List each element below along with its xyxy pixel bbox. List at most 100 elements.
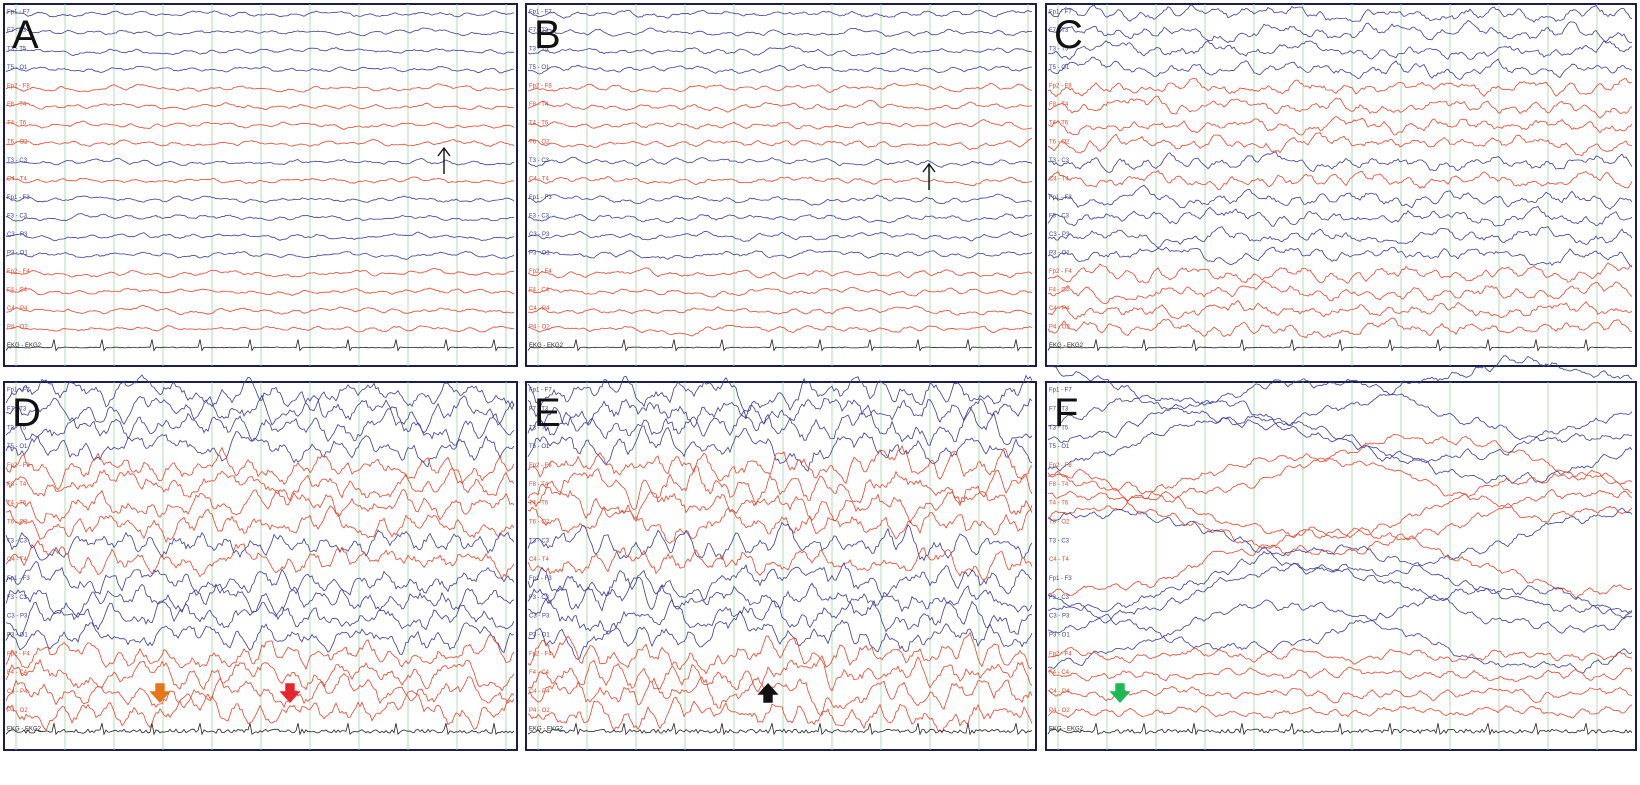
eeg-trace: [1047, 151, 1633, 173]
channel-label: T4 - T6: [7, 121, 27, 127]
eeg-trace: [1047, 246, 1633, 268]
annotation-arrow: [279, 683, 301, 704]
channel-label: Fp2 - F8: [1049, 84, 1072, 90]
eeg-trace: [1047, 169, 1633, 191]
eeg-trace: [5, 505, 515, 544]
channel-label: P4 - O2: [529, 325, 550, 331]
eeg-trace: [5, 47, 515, 56]
eeg-trace: [1047, 562, 1633, 634]
channel-label: P3 - O1: [1049, 250, 1070, 256]
channel-label: F7 - T3: [7, 406, 27, 412]
eeg-trace: [1047, 280, 1633, 305]
channel-label: T5 - O1: [7, 65, 28, 71]
channel-label: C4 - T4: [1049, 176, 1070, 182]
channel-label: P4 - O2: [7, 325, 28, 331]
eeg-trace: [1047, 299, 1633, 320]
eeg-trace: [1047, 685, 1633, 704]
channel-label: C4 - T4: [7, 176, 28, 182]
channel-label: T6 - O2: [7, 139, 28, 145]
panel-frame: [525, 381, 1037, 751]
panel-letter: C: [1054, 13, 1083, 57]
eeg-trace: [527, 504, 1033, 544]
channel-label: F4 - C4: [7, 287, 28, 293]
eeg-trace: [5, 267, 515, 278]
annotation-arrow: [922, 162, 936, 190]
panel-frame: [1045, 3, 1637, 367]
channel-label: C3 - P3: [1049, 232, 1070, 238]
eeg-trace: [527, 696, 1033, 734]
channel-label: Fp2 - F8: [1049, 463, 1072, 469]
eeg-trace: [527, 464, 1033, 511]
ekg-trace: [5, 723, 515, 736]
channel-label: F3 - C3: [529, 213, 550, 219]
channel-label: Fp1 - F3: [7, 576, 30, 582]
channel-label: T4 - T6: [1049, 121, 1069, 127]
ekg-trace: [5, 339, 514, 352]
channel-label: Fp1 - F3: [1049, 576, 1072, 582]
eeg-trace: [527, 546, 1033, 581]
eeg-trace: [527, 444, 1033, 485]
eeg-trace: [5, 539, 515, 580]
channel-label: Fp2 - F4: [529, 651, 552, 657]
eeg-trace: [1047, 415, 1633, 484]
channel-label: P3 - O1: [529, 250, 550, 256]
channel-label: T3 - T5: [1049, 47, 1069, 53]
eeg-trace: [5, 176, 515, 185]
eeg-trace: [1047, 4, 1633, 23]
eeg-trace: [5, 305, 515, 316]
channel-label: P3 - O1: [7, 633, 28, 639]
eeg-trace: [527, 99, 1033, 113]
ekg-trace: [527, 339, 1032, 352]
eeg-trace: [527, 480, 1033, 525]
eeg-trace: [1047, 585, 1633, 653]
eeg-trace: [527, 249, 1033, 260]
eeg-trace: [527, 9, 1032, 19]
channel-label: T5 - O1: [1049, 65, 1070, 71]
channel-label: Fp1 - F7: [529, 388, 552, 394]
eeg-trace: [5, 374, 515, 412]
panel-frame: [3, 381, 518, 751]
eeg-trace: [5, 529, 515, 561]
eeg-trace: [1047, 317, 1633, 339]
eeg-trace: [527, 305, 1033, 316]
channel-label: F4 - C4: [1049, 670, 1070, 676]
channel-label: Fp1 - F7: [1049, 10, 1072, 16]
channel-label: F4 - C4: [1049, 287, 1070, 293]
channel-label: F7 - T3: [1049, 28, 1069, 34]
channel-label: T6 - O2: [7, 519, 28, 525]
eeg-trace: [527, 324, 1033, 337]
channel-label: T3 - C3: [7, 158, 28, 164]
channel-label: C4 - T4: [529, 557, 550, 563]
eeg-trace: [5, 65, 515, 74]
eeg-trace: [5, 83, 514, 93]
panel-letter: F: [1054, 391, 1078, 435]
channel-label: C4 - P4: [1049, 689, 1070, 695]
eeg-trace: [5, 250, 515, 260]
channel-label: F8 - T4: [529, 102, 549, 108]
channel-label: T4 - T6: [7, 501, 27, 507]
channel-label: F7 - T3: [529, 406, 549, 412]
eeg-trace: [5, 489, 515, 524]
panel-frame: [3, 3, 518, 367]
eeg-trace: [1047, 544, 1633, 615]
channel-label: T3 - C3: [529, 158, 550, 164]
channel-label: C4 - P4: [7, 306, 28, 312]
eeg-trace: [1047, 262, 1633, 284]
eeg-trace: [1047, 704, 1633, 719]
channel-label: Fp2 - F4: [7, 269, 30, 275]
eeg-trace: [527, 176, 1033, 187]
eeg-trace: [527, 287, 1033, 298]
channel-label: EKG - EKG2: [1049, 343, 1084, 349]
channel-label: EKG - EKG2: [1049, 727, 1084, 733]
channel-label: T4 - T6: [529, 501, 549, 507]
channel-label: P4 - O2: [7, 708, 28, 714]
eeg-trace: [5, 157, 515, 167]
channel-label: T3 - T5: [7, 425, 27, 431]
eeg-trace: [1047, 468, 1633, 540]
annotation-arrow: [149, 683, 171, 704]
eeg-trace: [527, 82, 1033, 93]
channel-label: T3 - T5: [529, 425, 549, 431]
channel-label: F7 - T3: [7, 28, 27, 34]
annotation-arrow: [437, 146, 451, 174]
